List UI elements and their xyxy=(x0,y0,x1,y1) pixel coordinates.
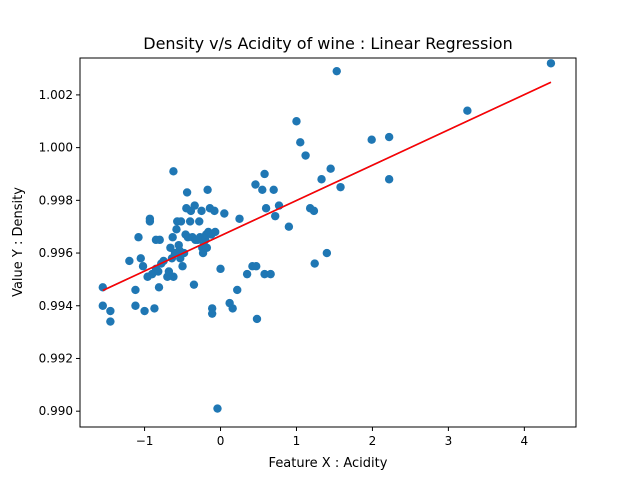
plot-area xyxy=(98,59,556,413)
data-point xyxy=(463,106,472,115)
data-point xyxy=(185,217,195,226)
x-tick-label: 1 xyxy=(293,434,301,448)
data-point xyxy=(106,306,115,316)
data-point xyxy=(326,164,335,173)
data-point xyxy=(207,309,217,318)
data-point xyxy=(310,259,319,268)
y-axis: 0.990 0.992 0.994 0.996 0.998 1.000 1.002 xyxy=(39,88,80,418)
y-tick-label: 1.002 xyxy=(39,88,73,102)
data-point xyxy=(213,404,222,413)
data-point xyxy=(168,233,177,242)
y-tick-label: 1.000 xyxy=(39,141,73,155)
data-point xyxy=(176,217,186,226)
axes-frame xyxy=(79,57,577,428)
data-point xyxy=(210,206,219,216)
data-point xyxy=(301,151,310,160)
data-point xyxy=(138,262,148,271)
x-axis: −1 0 1 2 3 4 xyxy=(136,427,528,448)
data-point xyxy=(202,243,212,252)
data-point xyxy=(145,214,155,223)
data-point xyxy=(260,269,269,279)
data-point xyxy=(154,283,164,292)
data-point xyxy=(131,301,140,310)
y-axis-label: Value Y : Density xyxy=(11,187,26,297)
data-point xyxy=(150,304,159,313)
y-tick-label: 0.994 xyxy=(39,299,73,313)
data-point xyxy=(154,267,163,276)
data-point xyxy=(136,254,145,263)
data-point xyxy=(195,217,204,226)
data-point xyxy=(251,180,260,189)
data-point xyxy=(242,269,252,279)
data-point xyxy=(211,227,220,237)
data-point xyxy=(266,269,275,279)
y-tick-label: 0.998 xyxy=(39,193,73,207)
x-tick-label: 0 xyxy=(217,434,225,448)
data-point xyxy=(216,264,225,274)
data-point xyxy=(336,182,345,192)
data-point xyxy=(271,211,280,221)
data-point xyxy=(172,225,181,234)
data-point xyxy=(203,185,212,194)
data-point xyxy=(258,185,267,194)
x-tick-label: 2 xyxy=(369,434,377,448)
data-point xyxy=(367,135,376,144)
data-point xyxy=(332,66,341,76)
data-point xyxy=(233,285,242,295)
data-point xyxy=(125,256,134,266)
data-point xyxy=(155,235,164,245)
data-point xyxy=(309,206,319,216)
data-point xyxy=(182,188,192,197)
data-point xyxy=(134,233,143,242)
data-point xyxy=(228,304,237,313)
data-point xyxy=(190,201,199,210)
x-tick-label: −1 xyxy=(136,434,154,448)
x-tick-label: 3 xyxy=(445,434,453,448)
data-point xyxy=(384,175,394,184)
data-point xyxy=(106,317,115,326)
data-point xyxy=(98,301,107,310)
data-point xyxy=(317,175,326,184)
data-point xyxy=(169,272,178,281)
y-tick-label: 0.992 xyxy=(39,351,73,365)
data-point xyxy=(140,306,149,316)
data-point xyxy=(235,214,244,223)
data-point xyxy=(220,209,229,218)
data-point xyxy=(269,185,278,194)
data-point xyxy=(296,138,305,147)
y-tick-label: 0.990 xyxy=(39,404,73,418)
data-point xyxy=(261,204,271,213)
data-point xyxy=(546,59,556,68)
regression-line xyxy=(102,81,552,292)
data-point xyxy=(252,262,261,271)
chart-title: Density v/s Acidity of wine : Linear Reg… xyxy=(143,34,512,53)
data-point xyxy=(178,262,187,271)
data-point xyxy=(292,117,301,126)
x-axis-label: Feature X : Acidity xyxy=(269,456,388,471)
data-point xyxy=(252,314,262,324)
data-point xyxy=(260,169,269,179)
data-point xyxy=(189,280,199,289)
y-tick-label: 0.996 xyxy=(39,246,73,260)
data-point xyxy=(384,132,394,142)
data-point xyxy=(284,222,294,231)
data-point xyxy=(169,167,178,176)
data-point xyxy=(131,285,140,295)
x-tick-label: 4 xyxy=(521,434,529,448)
data-point xyxy=(197,206,206,216)
data-point xyxy=(322,248,332,258)
